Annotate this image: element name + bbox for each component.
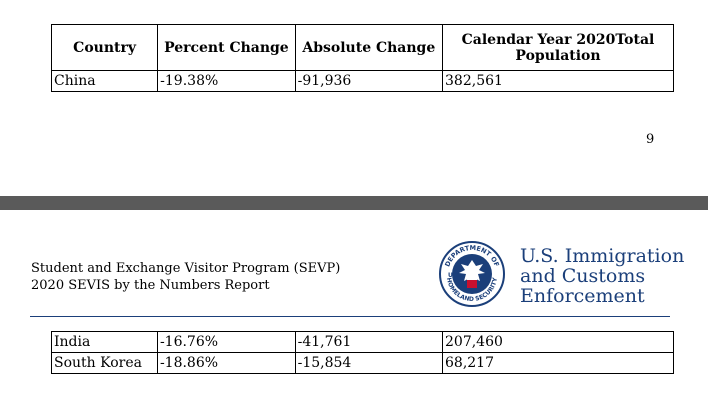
report-program: Student and Exchange Visitor Program (SE… [31, 261, 341, 276]
header-percent-change: Percent Change [157, 24, 296, 71]
cell-percent-change: -19.38% [157, 70, 296, 92]
cell-absolute-change: -41,761 [294, 331, 444, 353]
header-absolute-change: Absolute Change [294, 24, 444, 71]
cell-percent-change: -18.86% [156, 352, 296, 374]
header-total-population: Calendar Year 2020Total Population [442, 24, 674, 71]
table-row: India -16.76% -41,761 207,460 [51, 331, 674, 353]
table-row: South Korea -18.86% -15,854 68,217 [51, 352, 674, 374]
eagle-icon [459, 260, 485, 281]
agency-line-3: Enforcement [520, 285, 645, 307]
report-title: 2020 SEVIS by the Numbers Report [31, 278, 270, 293]
cell-percent-change: -16.76% [156, 331, 296, 353]
seal-left-text: U.S. [448, 272, 462, 279]
agency-line-2: and Customs [520, 265, 646, 287]
cell-total-population: 382,561 [442, 70, 674, 92]
cell-absolute-change: -91,936 [294, 70, 444, 92]
cell-total-population: 68,217 [442, 352, 674, 374]
dhs-seal-icon: DEPARTMENT OF HOMELAND SECURITY U.S. [439, 241, 505, 307]
cell-country: South Korea [51, 352, 158, 374]
page-number: 9 [646, 132, 655, 147]
country-change-table: Country Percent Change Absolute Change C… [50, 24, 674, 92]
ice-logo: DEPARTMENT OF HOMELAND SECURITY U.S. U.S… [438, 240, 684, 310]
header-rule [30, 316, 670, 317]
report-heading: Student and Exchange Visitor Program (SE… [31, 260, 340, 294]
country-change-table-continued: India -16.76% -41,761 207,460 South Kore… [51, 331, 674, 374]
header-country: Country [50, 24, 159, 71]
cell-absolute-change: -15,854 [294, 352, 444, 374]
shield-icon [467, 276, 477, 288]
agency-name: U.S. Immigration and Customs Enforcement [520, 246, 684, 306]
page-gap [0, 196, 708, 210]
cell-total-population: 207,460 [442, 331, 674, 353]
cell-country: China [50, 70, 159, 92]
table-header-row: Country Percent Change Absolute Change C… [50, 24, 674, 71]
agency-line-1: U.S. Immigration [520, 245, 685, 267]
cell-country: India [51, 331, 158, 353]
table-row: China -19.38% -91,936 382,561 [50, 70, 674, 92]
